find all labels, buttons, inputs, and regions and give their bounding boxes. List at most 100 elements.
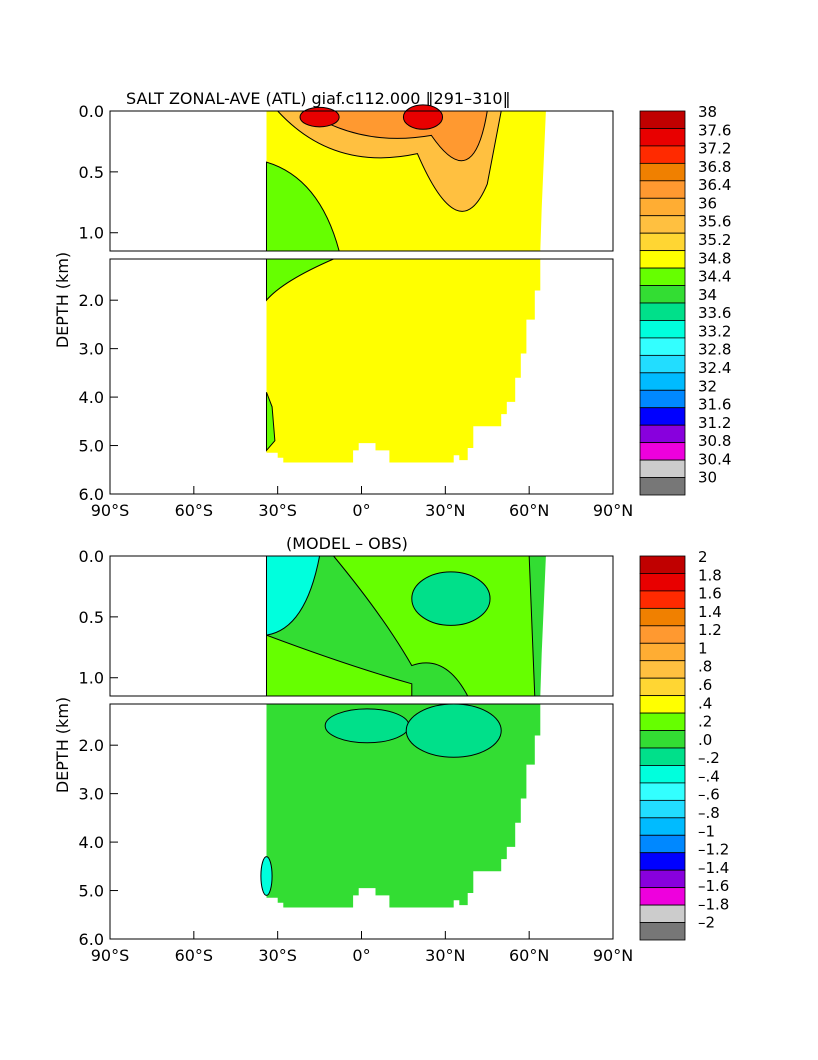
colorbar-label: 31.6 <box>698 396 731 414</box>
y-tick-label: 2.0 <box>79 736 104 755</box>
colorbar-swatch <box>639 869 686 889</box>
colorbar-swatch <box>639 477 686 496</box>
y-tick-label: 0.5 <box>79 608 104 627</box>
colorbar-label: 1.6 <box>698 585 722 603</box>
colorbar-label: 35.2 <box>698 231 731 249</box>
y-tick-label: 0.0 <box>79 547 104 566</box>
colorbar-label: 34 <box>698 286 717 304</box>
colorbar-swatch <box>639 145 686 164</box>
y-tick-label: 6.0 <box>79 485 104 504</box>
y-tick-label: 1.0 <box>79 669 104 688</box>
colorbar-label: 33.6 <box>698 304 731 322</box>
colorbar-swatch <box>639 215 686 234</box>
negative-deep-patch <box>324 708 410 744</box>
colorbar-swatch <box>639 372 686 391</box>
colorbar-swatch <box>639 887 686 906</box>
colorbar-swatch <box>639 695 686 714</box>
ocean-lower-fill <box>266 259 541 463</box>
colorbar-label: –1.2 <box>698 841 729 859</box>
colorbar-swatch <box>639 607 686 627</box>
colorbar-label: .8 <box>698 658 712 676</box>
y-tick-label: 0.0 <box>79 102 104 121</box>
colorbar-swatch <box>639 747 686 766</box>
colorbar-swatch <box>639 389 686 409</box>
colorbar-label: 1.2 <box>698 621 722 639</box>
colorbar-label: 34.4 <box>698 268 731 286</box>
y-axis-label: DEPTH (km) <box>53 252 72 348</box>
y-tick-label: 5.0 <box>79 882 104 901</box>
low-salinity-deep <box>265 258 334 302</box>
colorbar-label: 36.8 <box>698 158 731 176</box>
colorbar-swatch <box>639 285 686 304</box>
colorbar-swatch <box>639 424 686 444</box>
colorbar-swatch <box>639 765 686 784</box>
colorbar-swatch <box>639 590 686 609</box>
x-tick-label: 60°S <box>175 501 214 520</box>
colorbar-swatch <box>639 642 686 662</box>
colorbar-swatch <box>639 180 686 199</box>
colorbar-label: –1 <box>698 822 715 840</box>
colorbar-label: –1.8 <box>698 895 729 913</box>
colorbar-label: 1.8 <box>698 566 722 584</box>
upper-frame <box>109 555 614 697</box>
colorbar-label: 31.2 <box>698 414 731 432</box>
x-tick-label: 0° <box>352 946 370 965</box>
x-tick-label: 90°N <box>593 946 633 965</box>
panel-salt: SALT ZONAL-AVE (ATL) giaf.c112.000 ‖291–… <box>53 89 731 520</box>
x-tick-label: 30°S <box>258 501 297 520</box>
x-tick-label: 60°N <box>509 946 549 965</box>
x-tick-label: 60°N <box>509 501 549 520</box>
colorbar-label: –.2 <box>698 749 720 767</box>
colorbar-label: 32.4 <box>698 359 731 377</box>
colorbar-label: 1.4 <box>698 603 722 621</box>
y-tick-label: 5.0 <box>79 437 104 456</box>
colorbar-swatch <box>639 904 686 923</box>
colorbar-label: –.8 <box>698 804 720 822</box>
colorbar-label: 35.6 <box>698 213 731 231</box>
panel-title: SALT ZONAL-AVE (ATL) giaf.c112.000 ‖291–… <box>126 89 511 108</box>
colorbar-label: 30.4 <box>698 450 731 468</box>
colorbar-label: 37.2 <box>698 140 731 158</box>
colorbar-label: 30 <box>698 469 717 487</box>
colorbar-label: .4 <box>698 694 712 712</box>
negative-patch-southwest <box>265 555 321 636</box>
negative-bottom-patch <box>260 856 273 896</box>
low-salinity-bottom <box>265 392 276 452</box>
x-tick-label: 0° <box>352 501 370 520</box>
colorbar-label: 38 <box>698 103 717 121</box>
colorbar-swatch <box>639 712 686 731</box>
colorbar-label: –1.4 <box>698 859 729 877</box>
colorbar-swatch <box>639 555 686 574</box>
colorbar-swatch <box>639 660 686 679</box>
colorbar-swatch <box>639 162 686 182</box>
y-tick-label: 0.5 <box>79 163 104 182</box>
colorbar-swatch <box>639 407 686 426</box>
colorbar-label: 32.8 <box>698 341 731 359</box>
x-tick-label: 60°S <box>175 946 214 965</box>
x-tick-label: 90°S <box>91 946 130 965</box>
x-tick-label: 30°N <box>425 501 465 520</box>
negative-patch-north <box>411 571 491 626</box>
colorbar-swatch <box>639 922 686 941</box>
colorbar-swatch <box>639 459 686 478</box>
y-tick-label: 4.0 <box>79 388 104 407</box>
colorbar-label: 2 <box>698 548 708 566</box>
colorbar-swatch <box>639 573 686 592</box>
x-tick-label: 30°N <box>425 946 465 965</box>
colorbar-swatch <box>639 799 686 819</box>
colorbar-swatch <box>639 852 686 871</box>
y-tick-label: 4.0 <box>79 833 104 852</box>
colorbar-label: –1.6 <box>698 877 729 895</box>
colorbar-swatch <box>639 354 686 374</box>
colorbar-label: .6 <box>698 676 712 694</box>
colorbar-label: 32 <box>698 377 717 395</box>
colorbar-label: .2 <box>698 713 712 731</box>
colorbar-swatch <box>639 730 686 749</box>
panel-title: (MODEL – OBS) <box>286 534 408 553</box>
upper-frame <box>109 110 614 252</box>
colorbar-label: 36 <box>698 194 717 212</box>
surface-maximum-south <box>299 106 340 128</box>
x-tick-label: 90°N <box>593 501 633 520</box>
colorbar-swatch <box>639 817 686 836</box>
